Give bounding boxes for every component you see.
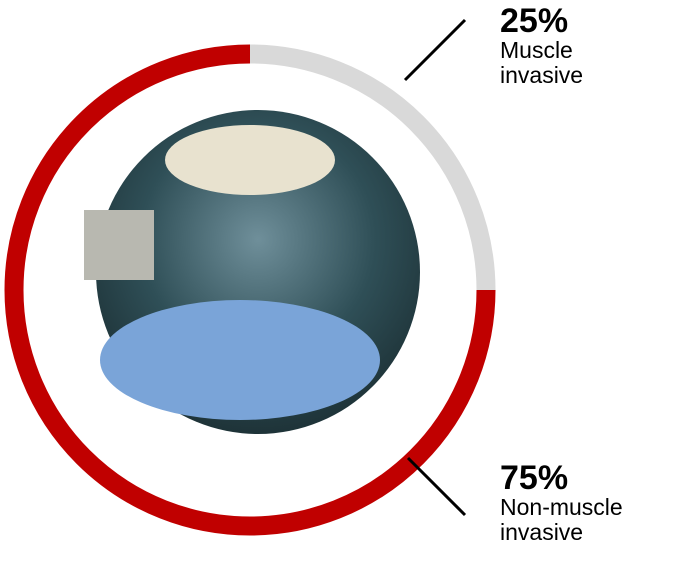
donut-segment <box>4 44 496 536</box>
photo-lamp <box>165 125 335 195</box>
category-label: Non-muscle invasive <box>500 494 623 545</box>
leader-line <box>403 18 467 82</box>
value-label: 25% <box>500 2 569 40</box>
donut-segment <box>249 44 496 291</box>
photo-drapes <box>100 300 380 420</box>
photo-monitor <box>84 210 154 280</box>
value-label: 75% <box>500 459 569 497</box>
label-group: 75% Non-muscle invasive <box>500 461 650 545</box>
category-label: Muscle invasive <box>500 37 584 88</box>
label-group: 25% Muscle invasive <box>500 4 650 88</box>
leader-line <box>406 456 467 517</box>
